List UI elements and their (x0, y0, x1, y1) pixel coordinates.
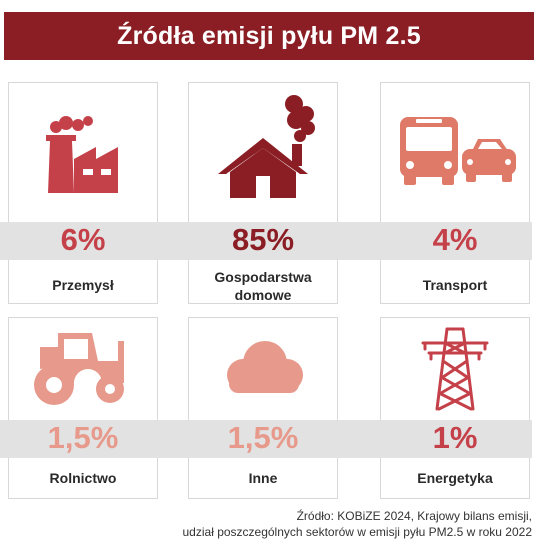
sector-other: 1,5% Inne (188, 317, 338, 499)
title-banner: Źródła emisji pyłu PM 2.5 (4, 12, 534, 60)
sector-energy: 1% Energetyka (380, 317, 530, 499)
sector-households: 85% Gospodarstwa domowe (188, 82, 338, 304)
source-line2: udział poszczególnych sektorów w emisji … (182, 525, 533, 539)
power-pylon-icon (380, 325, 530, 411)
bus-car-icon (380, 92, 530, 202)
transport-label: Transport (422, 277, 488, 293)
industry-label: Przemysł (52, 277, 114, 293)
industry-percent: 6% (60, 222, 106, 257)
tractor-icon (8, 327, 158, 407)
source-note: Źródło: KOBiZE 2024, Krajowy bilans emis… (183, 508, 533, 540)
cloud-icon (188, 327, 338, 407)
house-smoke-icon (188, 92, 338, 202)
source-line1: Źródło: KOBiZE 2024, Krajowy bilans emis… (296, 509, 532, 523)
transport-percent: 4% (432, 222, 478, 257)
agriculture-percent: 1,5% (47, 420, 119, 455)
sector-agriculture: 1,5% Rolnictwo (8, 317, 158, 499)
households-percent: 85% (231, 222, 295, 257)
percent-band-row1 (0, 222, 532, 260)
energy-percent: 1% (432, 420, 478, 455)
other-label: Inne (248, 470, 278, 486)
other-percent: 1,5% (227, 420, 299, 455)
factory-icon (8, 92, 158, 202)
households-label-line2: domowe (234, 287, 292, 303)
energy-label: Energetyka (417, 470, 493, 486)
page-title: Źródła emisji pyłu PM 2.5 (117, 21, 421, 50)
agriculture-label: Rolnictwo (49, 470, 117, 486)
households-label-line1: Gospodarstwa (214, 269, 312, 285)
sector-transport: 4% Transport (380, 82, 530, 304)
percent-band-row2 (0, 420, 532, 458)
sector-industry: 6% Przemysł (8, 82, 158, 304)
